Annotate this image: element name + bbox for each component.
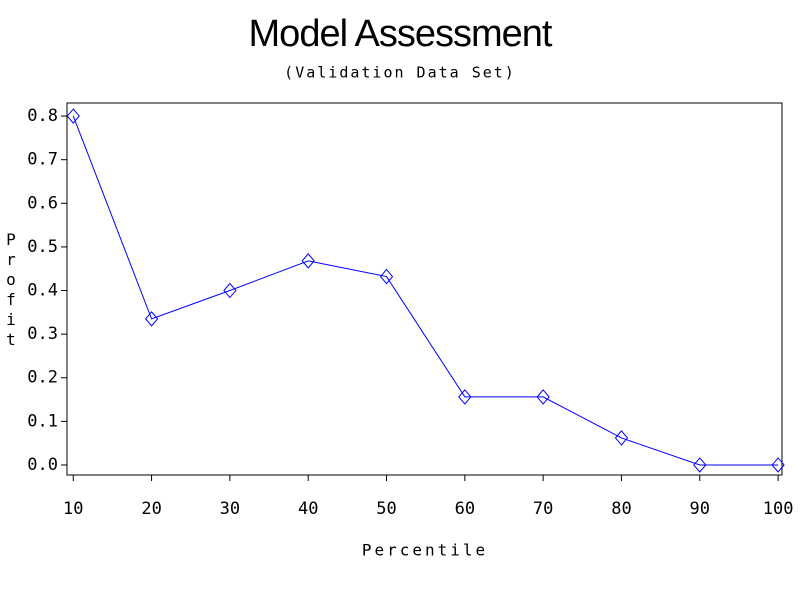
- data-point: [301, 253, 315, 269]
- x-tick-label: 10: [63, 499, 83, 519]
- data-point: [66, 108, 80, 124]
- x-axis-label: Percentile: [362, 541, 488, 560]
- x-tick-label: 60: [455, 499, 475, 519]
- y-tick-label: 0.7: [27, 150, 58, 170]
- plot-frame: [66, 102, 783, 476]
- x-tick-label: 80: [611, 499, 631, 519]
- x-tick-label: 30: [220, 499, 240, 519]
- y-tick-label: 0.5: [27, 237, 58, 257]
- y-axis-label: Profit: [2, 230, 21, 350]
- data-point: [458, 389, 472, 405]
- data-point: [536, 389, 550, 405]
- y-tick-label: 0.2: [27, 368, 58, 388]
- x-tick-label: 70: [533, 499, 553, 519]
- series-line: [72, 115, 779, 466]
- data-point: [379, 268, 394, 285]
- y-tick-label: 0.8: [27, 106, 58, 126]
- chart-title: Model Assessment: [249, 13, 553, 55]
- data-point: [693, 457, 707, 473]
- y-tick-label: 0.0: [27, 455, 58, 475]
- data-point: [144, 311, 159, 327]
- y-tick-label: 0.6: [27, 193, 58, 213]
- x-tick-label: 100: [763, 499, 794, 519]
- data-point: [614, 430, 629, 446]
- x-tick-label: 50: [376, 499, 396, 519]
- y-tick-label: 0.4: [27, 281, 58, 301]
- data-point: [771, 457, 785, 473]
- x-tick-label: 40: [298, 499, 318, 519]
- data-point: [223, 282, 237, 299]
- chart-subtitle: (Validation Data Set): [284, 64, 516, 82]
- y-tick-label: 0.1: [27, 411, 58, 431]
- x-tick-label: 20: [141, 499, 161, 519]
- y-tick-label: 0.3: [27, 324, 58, 344]
- x-tick-label: 90: [690, 499, 710, 519]
